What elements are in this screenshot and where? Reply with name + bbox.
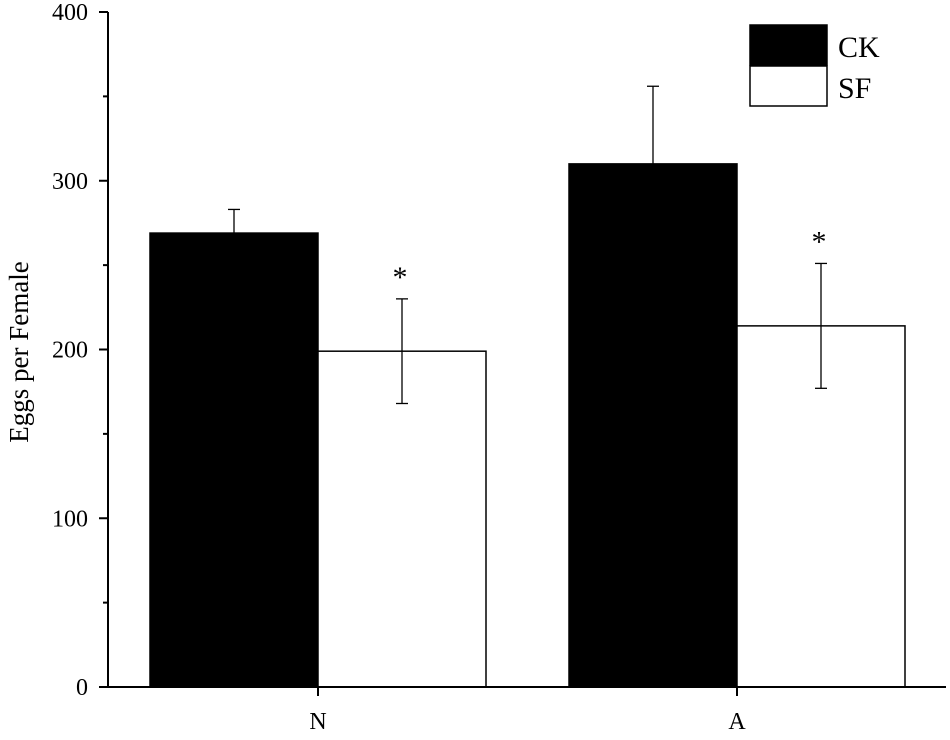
y-tick-label: 200 [52,338,88,364]
y-tick-label: 300 [52,169,88,195]
bar-ck-a [568,163,738,688]
legend-label-ck: CK [838,31,880,64]
x-tick-label: N [309,709,326,735]
significance-marker: * [812,225,827,258]
legend-label-sf: SF [838,72,871,105]
y-axis-label: Eggs per Female [4,261,34,442]
bar-sf-n [317,350,487,688]
legend-swatch-ck [749,24,828,66]
x-tick-label: A [728,709,746,735]
bar-ck-n [149,232,319,688]
y-tick-label: 0 [76,675,88,701]
y-tick-label: 400 [52,0,88,26]
significance-marker: * [393,261,408,294]
legend-swatch-sf [749,65,828,107]
y-tick-label: 100 [52,506,88,532]
